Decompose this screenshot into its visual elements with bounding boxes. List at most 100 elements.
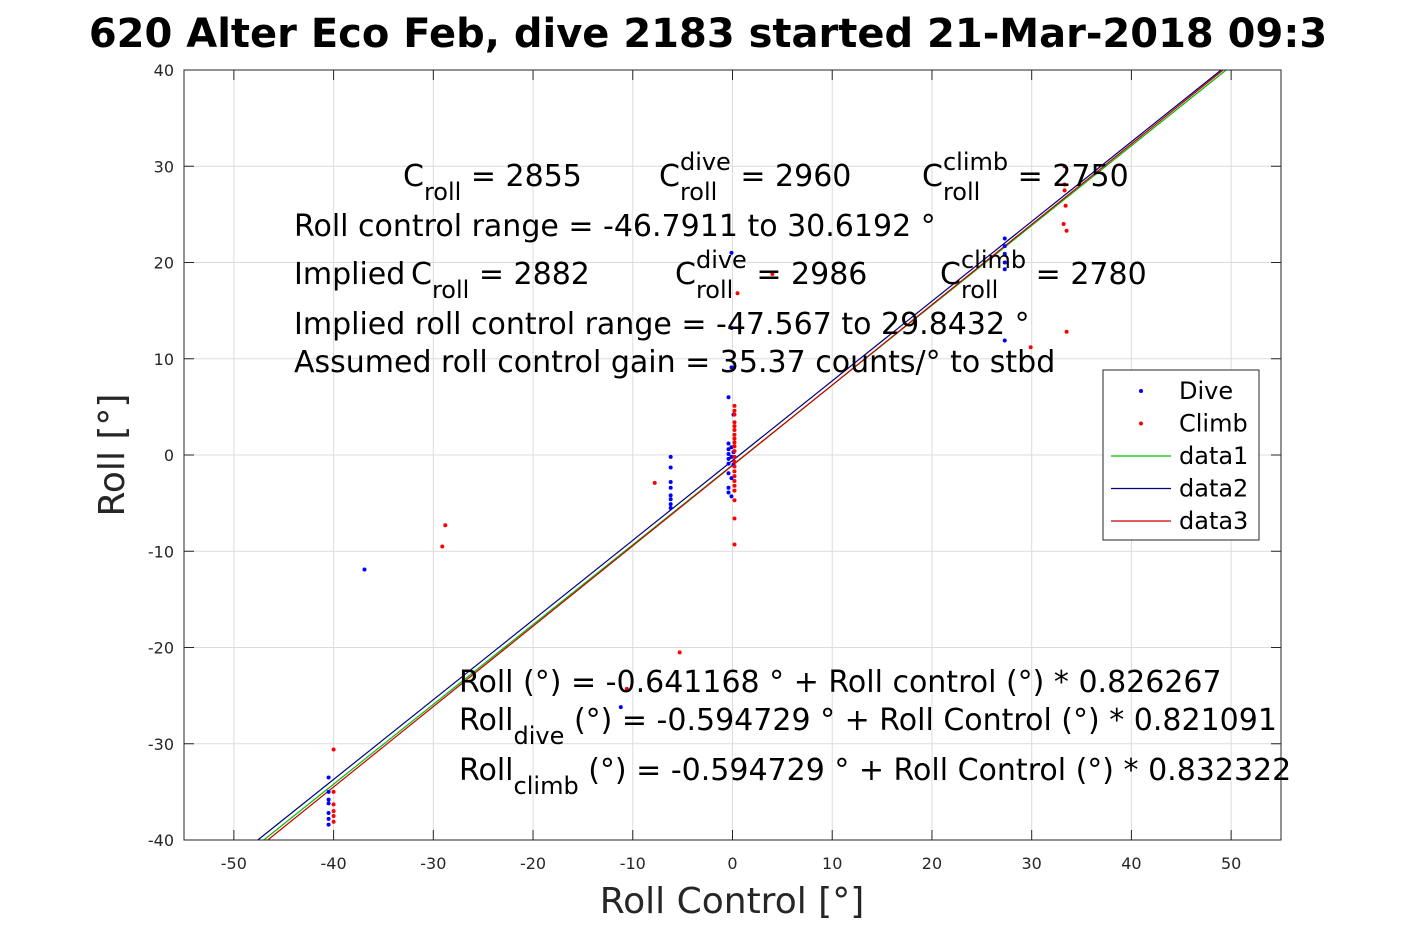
dive-point (618, 705, 623, 710)
climb-point (440, 544, 445, 549)
climb-point (624, 686, 629, 691)
dive-point (729, 454, 734, 459)
dive-point (326, 811, 331, 816)
dive-point (726, 485, 731, 490)
climb-point (732, 427, 737, 432)
climb-point (331, 789, 336, 794)
dive-point (326, 801, 331, 806)
x-tick-label: -10 (620, 854, 646, 873)
dive-point (729, 494, 734, 499)
y-tick-label: 30 (154, 157, 174, 176)
x-tick-label: -50 (221, 854, 247, 873)
x-tick-label: 40 (1121, 854, 1141, 873)
legend-label: Dive (1179, 377, 1233, 405)
x-tick-label: -40 (321, 854, 347, 873)
climb-point (677, 650, 682, 655)
climb-point (732, 459, 737, 464)
y-tick-label: -30 (148, 735, 174, 754)
legend-swatch (1139, 421, 1143, 426)
y-tick-label: -40 (148, 831, 174, 850)
x-tick-label: 50 (1221, 854, 1241, 873)
coefficient-label: Crolldive = 2960 (659, 148, 851, 206)
y-tick-label: 20 (154, 254, 174, 273)
climb-point (331, 747, 336, 752)
climb-point (732, 420, 737, 425)
dive-point (668, 479, 673, 484)
coefficient-label: Crolldive = 2986 (675, 246, 867, 304)
y-tick-label: 40 (154, 61, 174, 80)
dive-point (326, 816, 331, 821)
data-points (326, 164, 1069, 827)
climb-point (732, 478, 737, 483)
fit-equation-climb: Rollclimb (°) = -0.594729 ° + Roll Contr… (459, 753, 1291, 800)
x-tick-label: 0 (727, 854, 737, 873)
climb-point (1028, 345, 1033, 350)
dive-point (362, 567, 367, 572)
climb-point (732, 542, 737, 547)
climb-point (1062, 182, 1067, 187)
climb-point (732, 436, 737, 441)
climb-point (735, 291, 740, 296)
dive-point (726, 395, 731, 400)
coefficient-label: Croll = 2882 (411, 257, 590, 304)
climb-point (331, 813, 336, 818)
climb-point (732, 449, 737, 454)
y-tick-label: 0 (164, 446, 174, 465)
dive-point (726, 490, 731, 495)
dive-point (726, 452, 731, 457)
x-tick-label: 10 (822, 854, 842, 873)
dive-point (726, 461, 731, 466)
fit-lines (257, 69, 1227, 841)
dive-point (726, 471, 731, 476)
dive-point (726, 441, 731, 446)
climb-point (1062, 188, 1067, 193)
legend-label: data2 (1179, 475, 1248, 503)
climb-point (732, 412, 737, 417)
dive-point (326, 797, 331, 802)
dive-point (1002, 260, 1007, 265)
roll-control-range: Roll control range = -46.7911 to 30.6192… (294, 209, 936, 244)
climb-point (1061, 222, 1066, 226)
legend: Dive Climb data1 data2 data3 (1102, 369, 1260, 541)
dive-point (1002, 251, 1007, 256)
climb-point (732, 454, 737, 459)
dive-point (1002, 267, 1007, 272)
dive-point (668, 497, 673, 502)
dive-point (726, 447, 731, 452)
dive-point (729, 476, 734, 481)
legend-label: Climb (1179, 410, 1248, 438)
x-axis-label: Roll Control [°] (600, 881, 865, 922)
y-tick-label: -10 (148, 542, 174, 561)
climb-point (331, 819, 336, 824)
dive-point (726, 456, 731, 461)
dive-point (668, 485, 673, 490)
climb-point (1064, 228, 1069, 233)
coefficient-label: Crollclimb = 2780 (940, 246, 1147, 304)
coefficient-label: Croll = 2855 (403, 159, 582, 206)
climb-point (732, 483, 737, 488)
y-axis-label: Roll [°] (92, 394, 133, 517)
climb-point (443, 523, 448, 528)
climb-point (732, 516, 737, 521)
y-tick-label: -20 (148, 639, 174, 658)
coefficient-label: Crollclimb = 2750 (922, 148, 1129, 206)
implied-roll-control-range: Implied roll control range = -47.567 to … (294, 307, 1030, 342)
dive-point (1002, 338, 1007, 343)
fit-equation: Roll (°) = -0.641168 ° + Roll control (°… (459, 665, 1222, 700)
dive-point (729, 250, 734, 255)
dive-point (1002, 244, 1007, 249)
climb-point (732, 498, 737, 503)
data3-line (267, 69, 1224, 841)
x-tick-label: 20 (922, 854, 942, 873)
dive-point (668, 454, 673, 459)
dive-point (668, 505, 673, 510)
legend-box (1102, 369, 1260, 541)
chart-title: 620 Alter Eco Feb, dive 2183 started 21-… (89, 11, 1327, 57)
dive-point (729, 325, 734, 330)
climb-point (1062, 164, 1067, 169)
climb-point (331, 809, 336, 814)
climb-point (732, 424, 737, 429)
dive-point (668, 502, 673, 507)
climb-point (1064, 329, 1069, 334)
